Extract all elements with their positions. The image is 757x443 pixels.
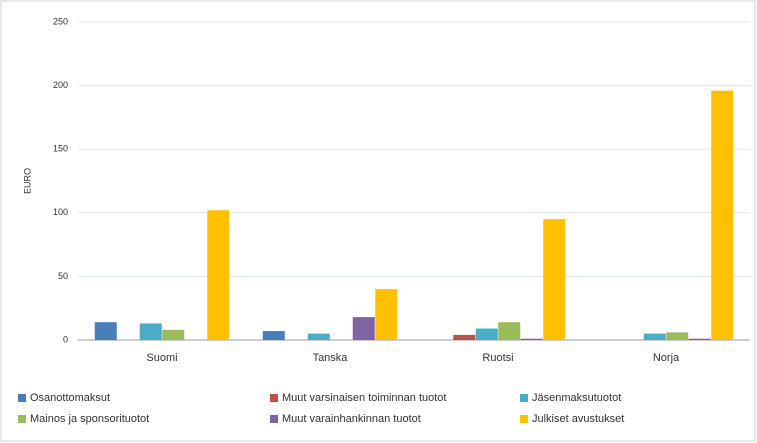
y-tick-label: 50 [58,271,68,281]
x-tick-label: Norja [653,352,680,364]
bar [543,219,566,340]
legend-label: Julkiset avustukset [532,413,624,425]
bar [520,338,543,340]
legend-swatch [270,394,278,402]
legend-swatch [520,415,528,423]
x-tick-label: Ruotsi [482,352,513,364]
y-axis-label: EURO [22,168,32,194]
y-tick-label: 200 [53,80,68,90]
y-tick-label: 0 [63,334,68,344]
bar [207,210,230,340]
legend-label: Muut varainhankinnan tuotot [282,413,421,425]
bar [475,328,498,340]
bar [162,329,185,340]
bar [139,323,162,340]
legend-swatch [520,394,528,402]
bar [375,289,398,340]
bar [307,333,330,340]
legend-swatch [270,415,278,423]
bar [711,90,734,340]
legend-label: Osanottomaksut [30,392,110,404]
bar [94,322,117,340]
bar [498,322,521,340]
legend-swatch [18,415,26,423]
legend-label: Muut varsinaisen toiminnan tuotot [282,392,446,404]
legend-swatch [18,394,26,402]
y-tick-label: 150 [53,144,68,154]
y-tick-label: 250 [53,16,68,26]
bar [453,334,476,340]
bar [262,331,285,340]
bar [352,317,375,340]
bar [688,338,711,340]
legend-label: Jäsenmaksutuotot [532,392,621,404]
y-tick-label: 100 [53,207,68,217]
legend-label: Mainos ja sponsorituotot [30,413,149,425]
bar [666,332,689,340]
x-tick-label: Tanska [313,352,349,364]
x-tick-label: Suomi [146,352,177,364]
bar [643,333,666,340]
